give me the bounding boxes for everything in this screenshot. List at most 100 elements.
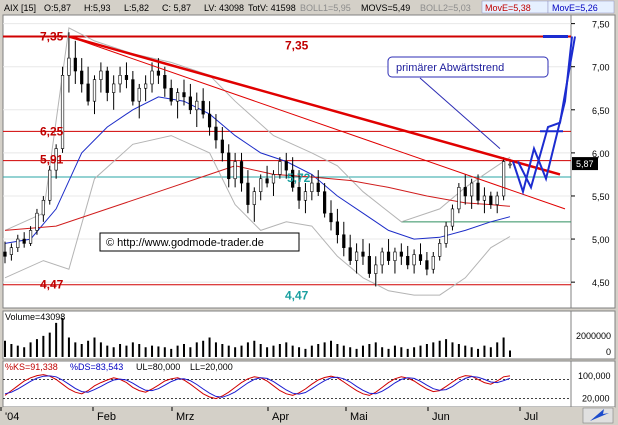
candle-body (73, 57, 77, 72)
volume-bar (214, 342, 217, 357)
candle-body (124, 75, 129, 80)
candle-body (508, 163, 512, 166)
volume-bar (48, 332, 51, 357)
candle-body (374, 264, 378, 274)
osc-ul-label: UL=80,000 (136, 362, 180, 372)
volume-bar (349, 347, 352, 357)
candle-body (252, 191, 256, 205)
y-tick-label: 7,00 (592, 63, 610, 73)
secondary-trend-line (68, 36, 566, 210)
osc-ks-label: %KS=91,338 (5, 362, 58, 372)
candle-body (476, 182, 480, 201)
header-bar: AIX [15] O:5,87 H:5,93 L:5,82 C: 5,87 LV… (4, 0, 615, 14)
level-label-447-left: 4,47 (40, 278, 64, 292)
candle-body (214, 126, 218, 141)
candle-body (323, 191, 327, 214)
primary-downtrend-line (68, 35, 561, 176)
boll-lower-line (4, 135, 511, 296)
candle-body (386, 251, 391, 261)
volume-bar (55, 322, 58, 357)
trend-label-box: primärer Abwärtstrend (387, 56, 549, 78)
candle-body (310, 182, 314, 192)
osc-ds-label: %DS=83,543 (70, 362, 123, 372)
volume-bar (419, 345, 422, 357)
candle-body (182, 92, 186, 98)
volume-bar (163, 347, 166, 357)
candle-body (425, 260, 429, 270)
candle-body (112, 83, 116, 93)
header-totv: TotV: 41598 (248, 3, 296, 13)
candle-body (239, 161, 244, 184)
candle-body (502, 161, 506, 197)
volume-bar (387, 348, 390, 357)
volume-bar (240, 345, 243, 357)
candle-body (463, 187, 467, 197)
candle-body (220, 139, 224, 154)
price-y-axis: 7,50 7,00 6,50 6,00 5,50 5,00 4,50 5,87 (571, 20, 610, 288)
candle-body (48, 169, 52, 201)
boll-upper-line (4, 27, 511, 231)
level-label-735-mid: 7,35 (285, 39, 309, 53)
candle-body (60, 75, 65, 149)
volume-bar (451, 342, 454, 357)
header-low: L:5,82 (124, 3, 149, 13)
candle-body (99, 70, 103, 80)
candle-body (399, 251, 403, 257)
candle-body (316, 182, 320, 192)
volume-bar (445, 339, 448, 357)
candle-body (16, 238, 20, 248)
osc-ll-label: LL=20,000 (190, 362, 233, 372)
volume-bar (4, 340, 6, 357)
header-move-blue-bg (547, 0, 615, 14)
volume-bar (176, 345, 179, 357)
volume-bar (170, 348, 173, 357)
last-price-label: 5,87 (576, 159, 594, 169)
candles (3, 32, 512, 287)
volume-bar (67, 337, 70, 357)
candle-body (297, 187, 301, 201)
volume-bar (99, 342, 102, 357)
volume-bar (298, 347, 301, 357)
volume-bar (234, 347, 237, 357)
x-tick-label: Apr (272, 411, 289, 423)
volume-bar (227, 345, 230, 357)
volume-bar (278, 344, 281, 357)
candle-body (175, 92, 180, 102)
volume-bar (144, 347, 147, 357)
candle-body (291, 169, 295, 188)
annotations: 7,35 7,35 6,25 5,91 5,72 4,47 4,47 (40, 30, 311, 303)
candle-body (118, 75, 122, 85)
volume-bar (80, 344, 83, 357)
candle-body (450, 208, 455, 227)
osc-tick-label: 100,000 (578, 371, 611, 381)
y-tick-label: 7,50 (592, 20, 610, 30)
volume-bar (10, 344, 13, 357)
volume-bar (342, 345, 345, 357)
volume-bars: Volume=43098 2000000 0 (4, 312, 611, 357)
volume-bar (221, 344, 224, 357)
header-symbol: AIX [15] (4, 3, 36, 13)
header-close: C: 5,87 (162, 3, 191, 13)
volume-bar (253, 340, 256, 357)
volume-bar (202, 340, 205, 357)
volume-bar (35, 339, 38, 357)
projection-arrows (512, 35, 576, 196)
volume-bar (151, 345, 154, 357)
candle-body (361, 251, 365, 257)
volume-bar (119, 344, 122, 357)
projection-path-b (517, 36, 576, 191)
volume-bar (361, 345, 364, 357)
corner-arrow-icon[interactable] (582, 407, 614, 424)
candle-body (438, 243, 442, 257)
volume-bar (87, 340, 90, 357)
osc-ks-line (4, 374, 511, 400)
trend-label-pointer (419, 77, 501, 149)
x-tick-label: Feb (97, 411, 116, 423)
candle-body (28, 230, 33, 244)
candle-body (9, 247, 13, 255)
y-tick-label: 6,00 (592, 149, 610, 159)
volume-bar (246, 342, 249, 357)
candle-body (412, 254, 416, 266)
candle-body (137, 87, 141, 102)
volume-bar (374, 342, 377, 357)
